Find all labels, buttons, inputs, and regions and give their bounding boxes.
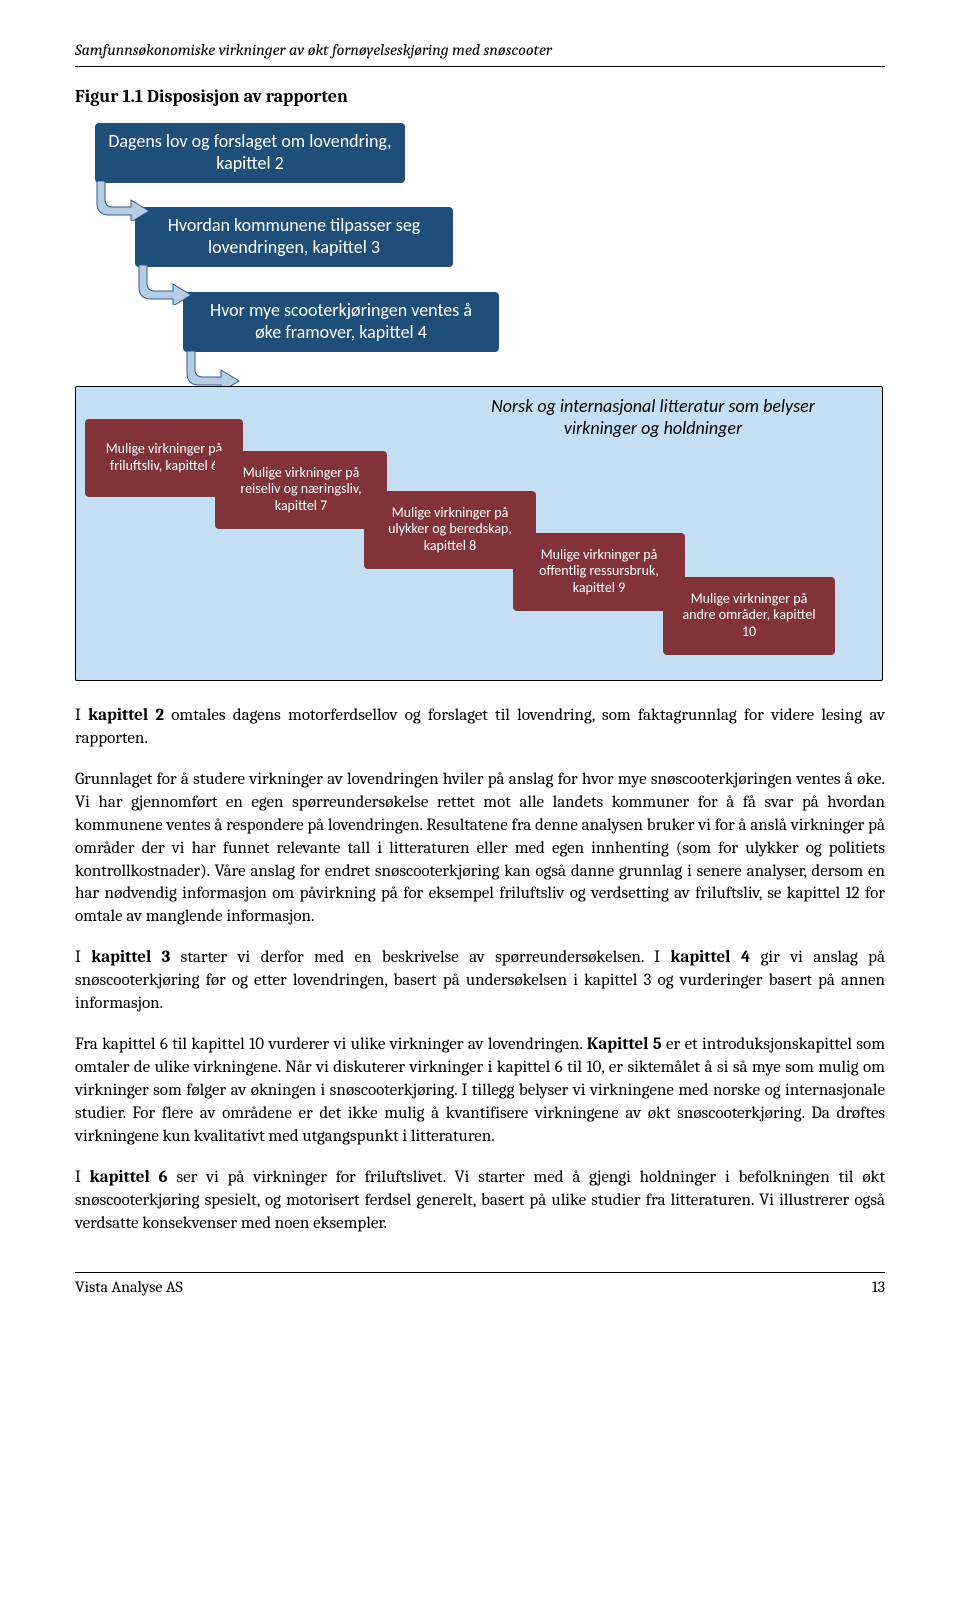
footer-page-number: 13 (872, 1277, 885, 1299)
para-5: I kapittel 6 ser vi på virkninger for fr… (75, 1167, 885, 1236)
arrow-3-lit (185, 351, 245, 391)
arrow-2-3 (137, 265, 197, 305)
p5c: ser vi på virkninger for friluftslivet. … (75, 1168, 885, 1233)
box-chapter-4: Hvor mye scooterkjøringen ventes å øke f… (183, 292, 499, 352)
para-3: I kapittel 3 starter vi derfor med en be… (75, 947, 885, 1016)
para-2: Grunnlaget for å studere virkninger av l… (75, 769, 885, 930)
p3c: starter vi derfor med en beskrivelse av … (170, 948, 670, 967)
p5a: I (75, 1168, 90, 1187)
para-1: I kapittel 2 omtales dagens motorferdsel… (75, 705, 885, 751)
p3b: kapittel 3 (91, 948, 170, 967)
disposition-diagram: Dagens lov og forslaget om lovendring, k… (75, 123, 885, 683)
figure-caption: Figur 1.1 Disposisjon av rapporten (75, 85, 885, 109)
page-header: Samfunnsøkonomiske virkninger av økt for… (75, 40, 885, 67)
box-chapter-9: Mulige virkninger på offentlig ressursbr… (513, 533, 685, 611)
body-text: I kapittel 2 omtales dagens motorferdsel… (75, 705, 885, 1236)
p3a: I (75, 948, 91, 967)
footer-left: Vista Analyse AS (75, 1277, 183, 1299)
box-chapter-2: Dagens lov og forslaget om lovendring, k… (95, 123, 405, 183)
literature-label: Norsk og internasjonal litteratur som be… (443, 395, 863, 440)
page-footer: Vista Analyse AS 13 (75, 1272, 885, 1299)
box-chapter-3: Hvordan kommunene tilpasser seg lovendri… (135, 207, 453, 267)
p4a: Fra kapittel 6 til kapittel 10 vurderer … (75, 1035, 587, 1054)
box-chapter-7: Mulige virkninger på reiseliv og nærings… (215, 451, 387, 529)
box-chapter-10: Mulige virkninger på andre områder, kapi… (663, 577, 835, 655)
lit-label-line1: Norsk og internasjonal litteratur som be… (491, 395, 815, 417)
box-chapter-8: Mulige virkninger på ulykker og beredska… (364, 491, 536, 569)
p1b: kapittel 2 (88, 706, 164, 725)
p3d: kapittel 4 (670, 948, 750, 967)
p1a: I (75, 706, 88, 725)
p5b: kapittel 6 (90, 1168, 168, 1187)
lit-label-line2: virkninger og holdninger (564, 417, 742, 439)
arrow-1-2 (95, 181, 155, 221)
para-4: Fra kapittel 6 til kapittel 10 vurderer … (75, 1034, 885, 1149)
p4b: Kapittel 5 (587, 1035, 662, 1054)
p1c: omtales dagens motorferdsellov og forsla… (75, 706, 885, 748)
